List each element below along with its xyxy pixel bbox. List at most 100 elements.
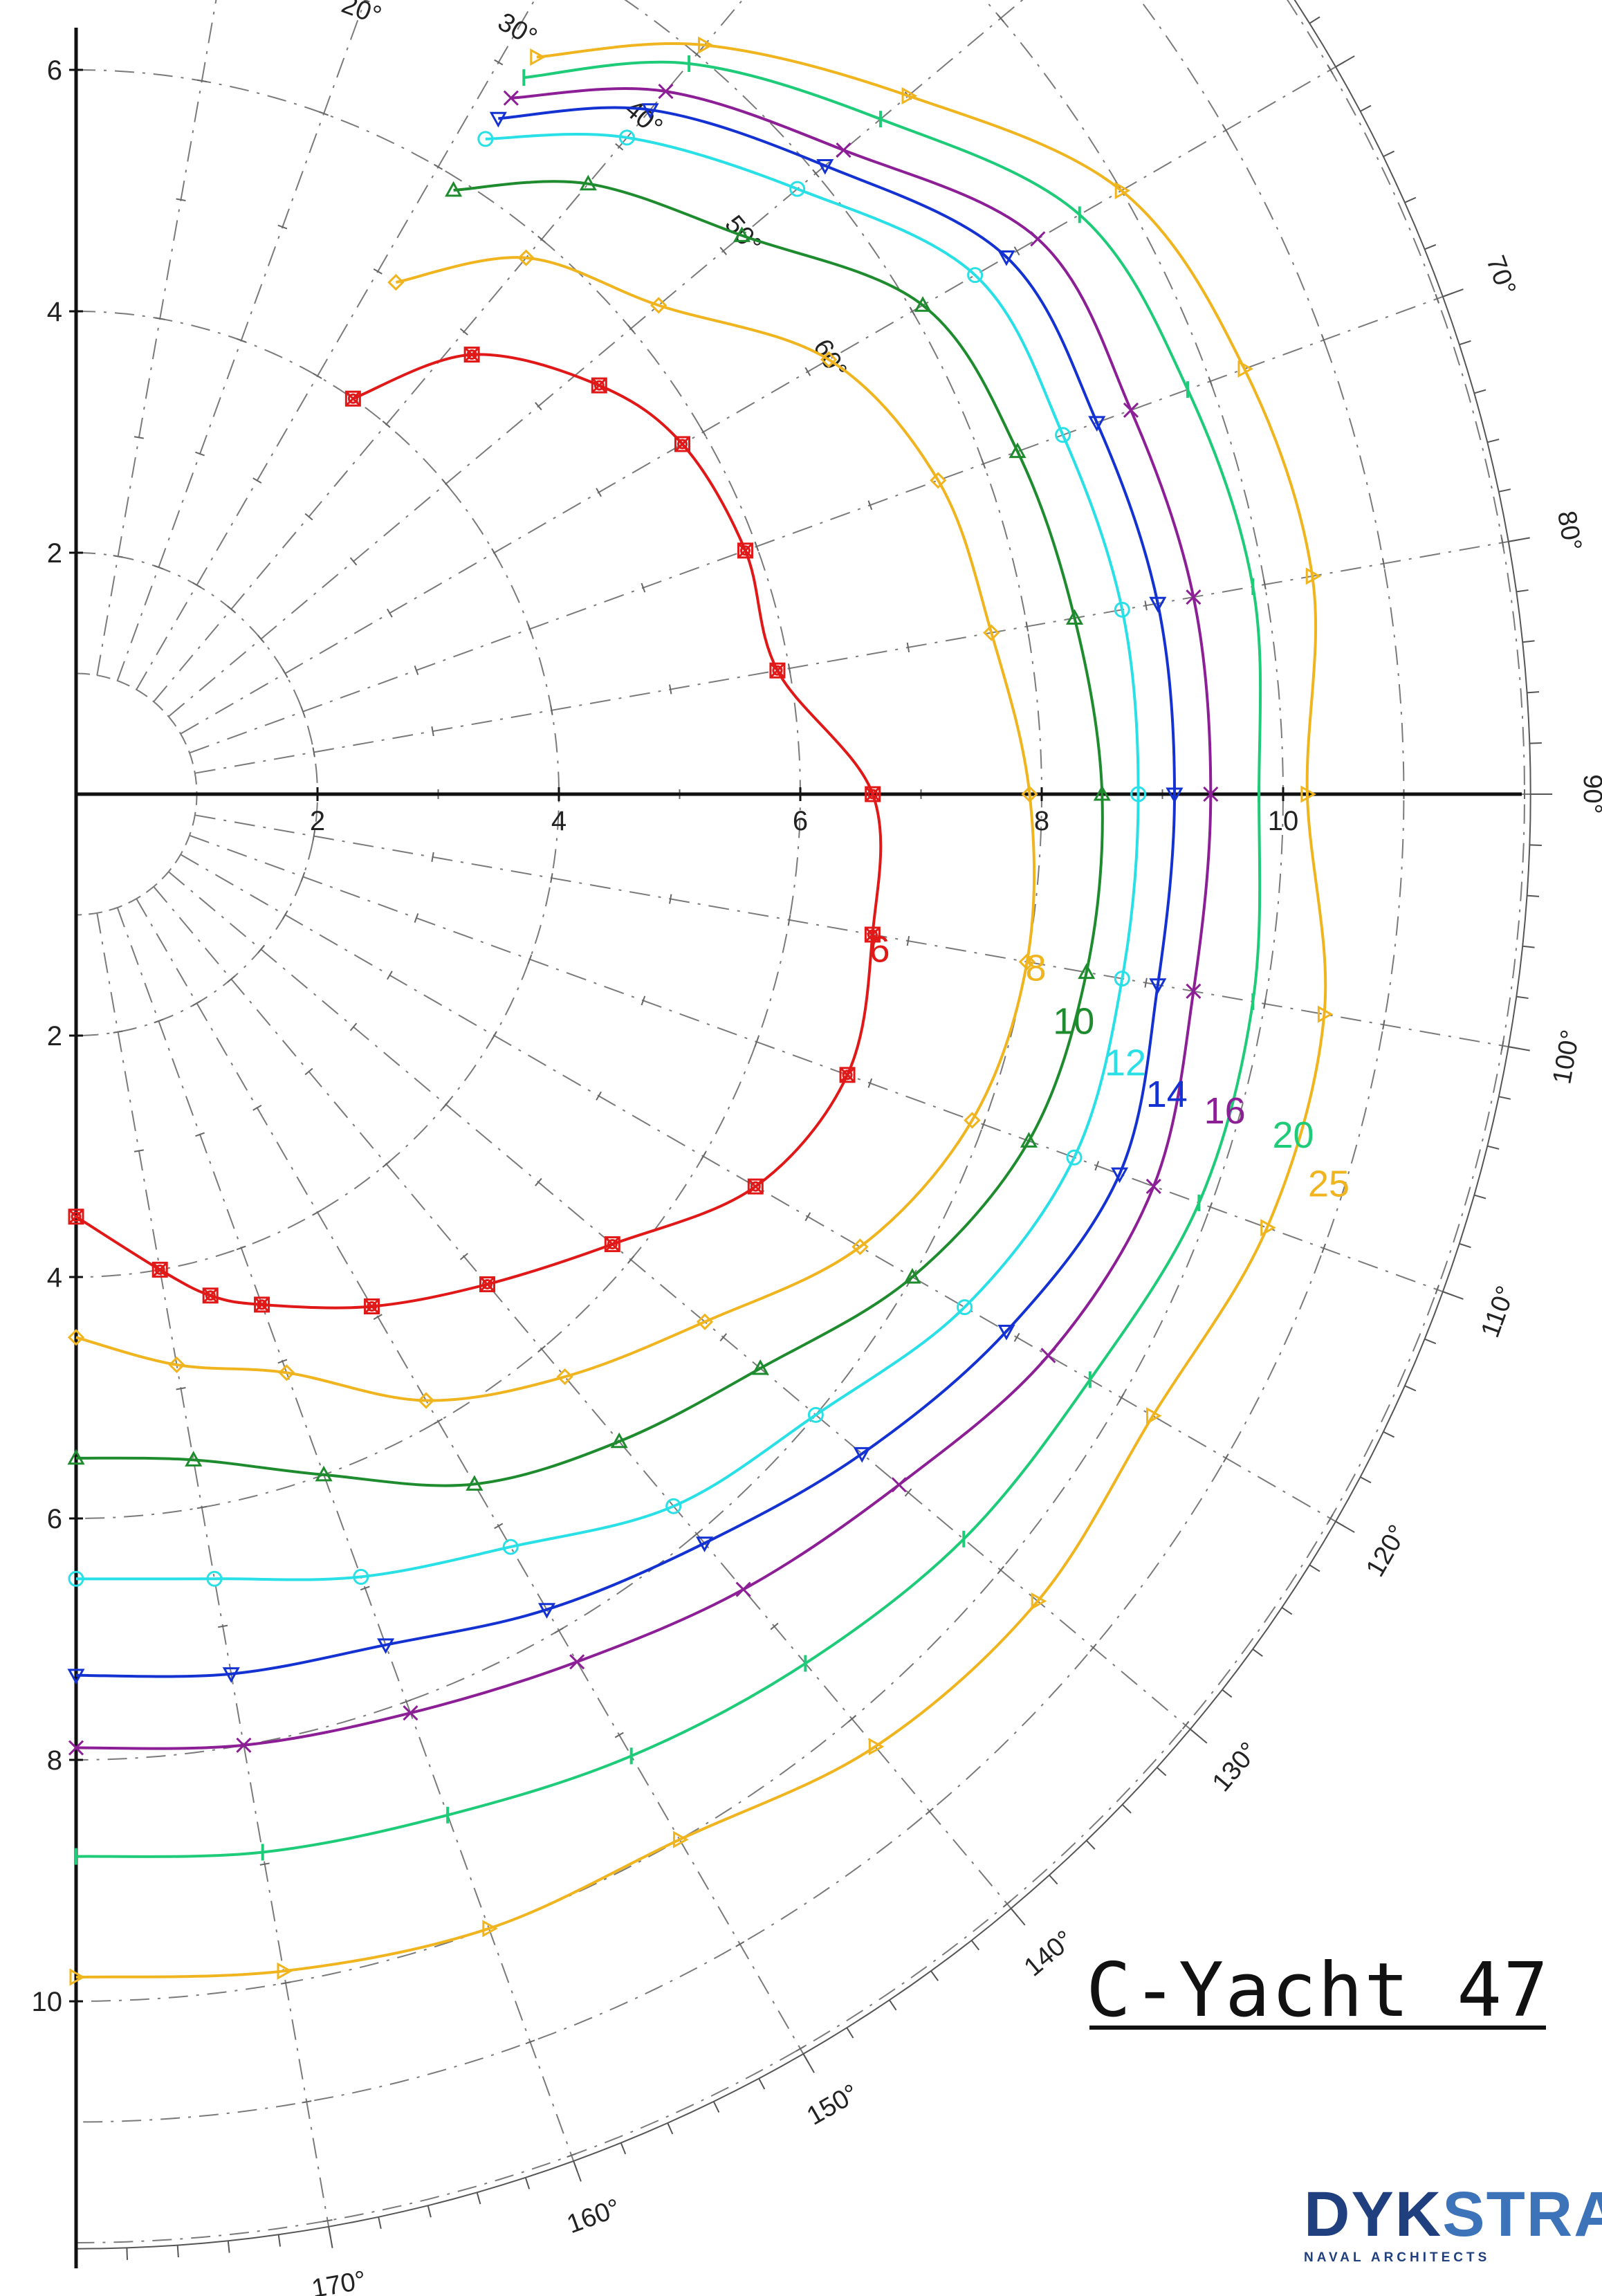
series-6-kn bbox=[68, 347, 883, 1314]
outer-scale-tick bbox=[227, 2241, 230, 2253]
series-line bbox=[75, 87, 1213, 1750]
spoke-tick bbox=[550, 705, 553, 715]
data-point bbox=[68, 1209, 84, 1225]
data-point bbox=[569, 1654, 585, 1670]
data-point bbox=[502, 1539, 519, 1555]
spoke-tick bbox=[459, 328, 468, 336]
spoke-tick bbox=[349, 557, 358, 566]
company-logo: DYKSTRA NAVAL ARCHITECTS bbox=[1304, 2183, 1602, 2266]
data-point bbox=[277, 1962, 293, 1980]
data-point bbox=[864, 926, 881, 943]
data-point bbox=[445, 181, 463, 197]
spoke-tick bbox=[192, 582, 202, 589]
spoke-tick bbox=[596, 488, 602, 497]
y-tick-label-down: 10 bbox=[32, 1987, 63, 2017]
spoke-tick bbox=[373, 268, 383, 275]
data-point bbox=[1111, 1167, 1129, 1184]
spoke-tick bbox=[176, 198, 186, 201]
spoke-tick bbox=[1013, 246, 1020, 256]
data-point bbox=[1260, 1219, 1276, 1237]
series-line bbox=[75, 60, 1262, 1858]
outer-scale-tick bbox=[846, 2027, 854, 2039]
y-tick-label-down: 4 bbox=[47, 1262, 62, 1293]
data-point bbox=[789, 181, 806, 197]
spoke-tick bbox=[981, 1119, 986, 1130]
spoke-tick bbox=[770, 1622, 779, 1631]
data-point bbox=[751, 1359, 769, 1375]
spoke-tick bbox=[192, 1000, 202, 1007]
data-point bbox=[278, 1364, 295, 1381]
data-point bbox=[1114, 971, 1130, 987]
data-point bbox=[851, 1238, 869, 1256]
data-point bbox=[673, 1830, 689, 1848]
grid-spoke bbox=[96, 912, 333, 2245]
spoke-tick bbox=[1208, 376, 1213, 387]
data-point bbox=[696, 1313, 714, 1330]
data-point bbox=[901, 86, 918, 105]
spoke-tick bbox=[431, 726, 434, 737]
data-point bbox=[747, 1178, 764, 1195]
outer-scale-tick bbox=[1424, 1338, 1437, 1345]
data-point bbox=[839, 1067, 856, 1083]
spoke-tick bbox=[312, 747, 315, 757]
data-point bbox=[206, 1570, 223, 1587]
spoke-tick bbox=[360, 1586, 370, 1591]
outer-scale-tick bbox=[1156, 1767, 1167, 1776]
series-label: 20 bbox=[1272, 1114, 1314, 1156]
spoke-tick bbox=[277, 1359, 288, 1364]
spoke-tick bbox=[627, 324, 635, 333]
x-tick-label: 2 bbox=[310, 806, 325, 836]
series-10-kn bbox=[67, 174, 1111, 1491]
outer-scale-tick bbox=[1442, 1291, 1464, 1300]
data-point bbox=[604, 1236, 620, 1253]
title-underline bbox=[1089, 2026, 1546, 2030]
data-point bbox=[67, 1669, 85, 1684]
outer-scale-tick bbox=[1498, 488, 1511, 493]
spoke-tick bbox=[909, 306, 916, 316]
grid-spoke bbox=[116, 907, 581, 2178]
outer-scale-tick bbox=[524, 2177, 531, 2189]
spoke-tick bbox=[1435, 293, 1440, 304]
spoke-tick bbox=[1089, 1643, 1097, 1652]
data-point bbox=[1020, 1132, 1038, 1148]
spoke-tick bbox=[227, 975, 236, 983]
data-point bbox=[1186, 983, 1202, 999]
data-point bbox=[997, 250, 1015, 266]
spoke-tick bbox=[414, 913, 419, 923]
grid-spoke bbox=[194, 814, 1527, 1051]
spoke-tick bbox=[304, 513, 313, 521]
spoke-tick bbox=[669, 684, 672, 695]
data-point bbox=[1009, 442, 1026, 459]
outer-scale-tick bbox=[1473, 389, 1486, 394]
data-point bbox=[1305, 567, 1322, 585]
spoke-tick bbox=[1013, 1332, 1020, 1342]
spoke-tick bbox=[195, 1132, 205, 1137]
data-point bbox=[151, 1261, 168, 1278]
series-16-kn bbox=[68, 84, 1219, 1756]
data-point bbox=[665, 1498, 682, 1514]
outer-scale-tick bbox=[1222, 1689, 1233, 1698]
angle-label: 30° bbox=[493, 8, 542, 53]
spoke-tick bbox=[134, 436, 144, 439]
spoke-tick bbox=[596, 1091, 602, 1101]
angle-label: 120° bbox=[1361, 1520, 1413, 1581]
spoke-tick bbox=[1263, 579, 1267, 590]
spoke-tick bbox=[1327, 1514, 1334, 1523]
spoke-tick bbox=[627, 1255, 635, 1265]
spoke-tick bbox=[867, 500, 873, 511]
data-point bbox=[1040, 1348, 1056, 1363]
spoke-tick bbox=[535, 402, 542, 411]
spoke-tick bbox=[527, 954, 533, 964]
spoke-tick bbox=[154, 564, 164, 570]
data-point bbox=[591, 377, 607, 394]
outer-scale-tick bbox=[573, 2160, 582, 2182]
outer-scale-tick bbox=[1360, 1476, 1372, 1484]
data-point bbox=[1114, 181, 1131, 200]
spoke-tick bbox=[433, 1418, 443, 1425]
outer-scale-tick bbox=[1516, 589, 1529, 593]
angle-label: 100° bbox=[1547, 1028, 1585, 1087]
outer-scale-tick bbox=[1252, 1648, 1263, 1657]
data-point bbox=[1114, 601, 1130, 618]
